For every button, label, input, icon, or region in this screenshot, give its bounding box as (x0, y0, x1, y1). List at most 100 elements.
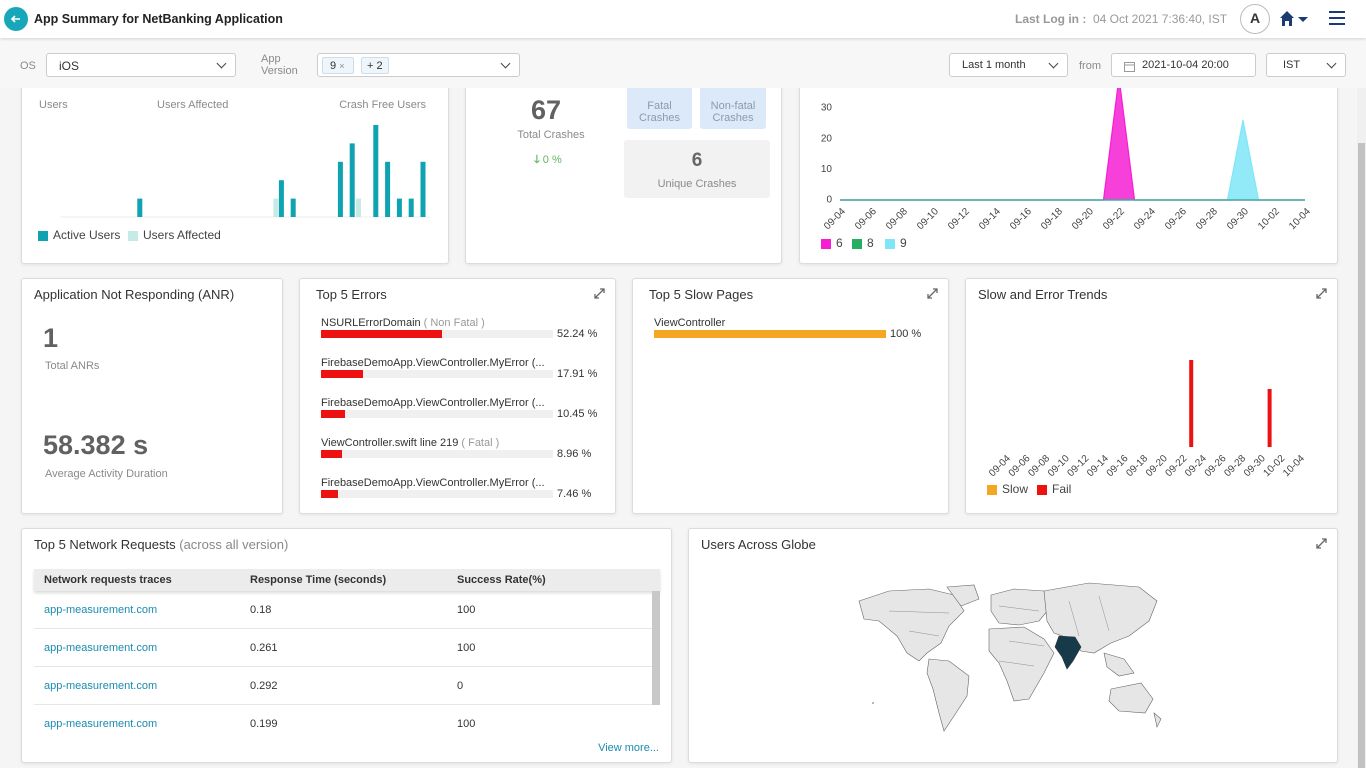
expand-icon[interactable] (1316, 288, 1327, 299)
error-text: ViewController.swift line 219 (321, 437, 459, 449)
top-errors-card: Top 5 Errors NSURLErrorDomain( Non Fatal… (299, 278, 616, 514)
expand-icon[interactable] (927, 288, 938, 299)
card-title: Top 5 Errors (316, 287, 387, 302)
error-text: FirebaseDemoApp.ViewController.MyError (… (321, 357, 545, 369)
bar (321, 410, 346, 418)
error-tag: ( Non Fatal ) (423, 317, 485, 329)
bar-track (654, 330, 886, 338)
os-value: iOS (59, 59, 80, 73)
error-name: ViewController.swift line 219( Fatal ) (321, 437, 606, 449)
table-cell: 0.18 (250, 604, 272, 616)
network-card: Top 5 Network Requests (across all versi… (21, 528, 672, 763)
anr-average-label: Average Activity Duration (45, 468, 168, 480)
version-select[interactable]: 9 × + 2 (317, 53, 520, 77)
bar-track (321, 450, 553, 458)
bar (321, 490, 339, 498)
from-label: from (1079, 60, 1101, 72)
last-login: 04 Oct 2021 7:36:40, IST (1093, 12, 1228, 26)
column-header: Response Time (seconds) (250, 574, 387, 586)
bar-track (321, 410, 553, 418)
row-divider (34, 628, 652, 629)
bar (654, 330, 886, 338)
table-cell: 0.199 (250, 718, 278, 730)
anr-total-label: Total ANRs (45, 360, 100, 372)
error-row: FirebaseDemoApp.ViewController.MyError (… (321, 397, 606, 420)
range-value: Last 1 month (962, 59, 1026, 71)
expand-icon[interactable] (594, 288, 605, 299)
last-login-label: Last Log in : (1015, 12, 1087, 26)
error-name: FirebaseDemoApp.ViewController.MyError (… (321, 477, 606, 489)
from-date[interactable]: 2021-10-04 20:00 (1111, 53, 1256, 77)
unique-box: 6 Unique Crashes (624, 140, 770, 198)
version-label: App Version (261, 53, 298, 77)
view-more[interactable]: View more... (598, 742, 659, 754)
table-cell: app-measurement.com (44, 718, 158, 730)
chip-text: 9 (330, 60, 337, 72)
bar-value-label: 7.46 % (557, 488, 592, 500)
timezone-value: IST (1283, 59, 1301, 71)
bar-value-label: 52.24 % (557, 328, 598, 340)
expand-icon[interactable] (1316, 538, 1327, 549)
users-label: Users (39, 99, 68, 111)
globe-card: Users Across Globe (688, 528, 1338, 763)
bar-track (321, 330, 553, 338)
unique-crashes: 6 (691, 150, 703, 171)
scrollbar-thumb[interactable] (1358, 143, 1365, 768)
slow-pages-card: Top 5 Slow Pages ViewController 100 % (632, 278, 949, 514)
column-header: Network requests traces (44, 574, 172, 586)
version-chip[interactable]: 9 × (322, 57, 354, 74)
table-cell: 100 (457, 718, 476, 730)
table-cell: 100 (457, 642, 476, 654)
table-cell: app-measurement.com (44, 604, 158, 616)
error-name: NSURLErrorDomain( Non Fatal ) (321, 317, 606, 329)
error-name: FirebaseDemoApp.ViewController.MyError (… (321, 397, 606, 409)
error-row: FirebaseDemoApp.ViewController.MyError (… (321, 477, 606, 500)
card-title: Application Not Responding (ANR) (34, 287, 235, 302)
table-cell: 0.261 (250, 642, 278, 654)
range-select[interactable]: Last 1 month (949, 53, 1068, 77)
error-name: FirebaseDemoApp.ViewController.MyError (… (321, 357, 606, 369)
total-crashes-label: Total Crashes (517, 129, 585, 141)
anr-total: 1 (43, 323, 59, 353)
table-scrollbar[interactable] (652, 591, 660, 705)
crash-change-value: 0 % (542, 154, 562, 166)
table-cell: 0 (457, 680, 464, 692)
timezone-select[interactable]: IST (1266, 53, 1346, 77)
card-title: Users Across Globe (701, 537, 816, 552)
version-chip[interactable]: + 2 (361, 57, 389, 74)
column-header: Success Rate(%) (457, 574, 546, 586)
anr-average: 58.382 s (43, 430, 149, 460)
home-menu[interactable] (1278, 9, 1312, 29)
card-title: Top 5 Network Requests (across all versi… (34, 537, 288, 552)
error-text: NSURLErrorDomain (321, 317, 421, 329)
os-select[interactable]: iOS (46, 53, 236, 77)
highlighted-country[interactable] (1054, 635, 1082, 670)
error-row: ViewController.swift line 219( Fatal ) 8.… (321, 437, 606, 460)
bar-value-label: 10.45 % (557, 408, 598, 420)
world-map (858, 582, 1162, 732)
fatal-box: Fatal Crashes (627, 81, 692, 129)
hamburger-menu[interactable] (1328, 10, 1346, 26)
crash-change: 🡓 0 % (534, 154, 562, 166)
row-divider (34, 704, 652, 705)
error-text: FirebaseDemoApp.ViewController.MyError (… (321, 397, 545, 409)
bar-value-label: 100 % (890, 328, 922, 340)
bar-value-label: 17.91 % (557, 368, 598, 380)
filter-bar: OS iOS App Version 9 × + 2 Last 1 month … (0, 38, 1366, 88)
bar (321, 450, 342, 458)
table-cell: app-measurement.com (44, 642, 158, 654)
bar (321, 370, 363, 378)
os-label: OS (20, 60, 36, 72)
error-row: FirebaseDemoApp.ViewController.MyError (… (321, 357, 606, 380)
avatar[interactable]: A (1240, 4, 1270, 34)
back-button[interactable] (4, 7, 28, 31)
table-cell: 0.292 (250, 680, 278, 692)
back-icon (10, 15, 20, 23)
table-cell: app-measurement.com (44, 680, 158, 692)
from-value: 2021-10-04 20:00 (1142, 59, 1229, 71)
bar-track (321, 490, 553, 498)
calendar-icon (1124, 62, 1135, 72)
table-cell: 100 (457, 604, 476, 616)
row-divider (34, 666, 652, 667)
